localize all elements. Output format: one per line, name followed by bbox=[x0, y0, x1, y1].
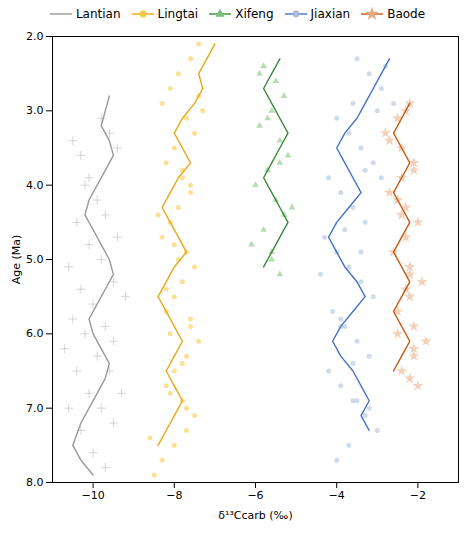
svg-text:−8: −8 bbox=[166, 489, 182, 502]
svg-text:5.0: 5.0 bbox=[26, 253, 44, 266]
svg-text:4.0: 4.0 bbox=[26, 179, 44, 192]
html-text:Baode: Baode bbox=[387, 7, 426, 21]
svg-text:7.0: 7.0 bbox=[26, 402, 44, 415]
svg-text:2.0: 2.0 bbox=[26, 30, 44, 43]
html-text:Lingtai: Lingtai bbox=[157, 7, 199, 21]
svg-text:Age (Ma): Age (Ma) bbox=[10, 235, 23, 285]
html-text:Lantian: Lantian bbox=[75, 7, 121, 21]
svg-text:8.0: 8.0 bbox=[26, 476, 44, 489]
svg-text:6.0: 6.0 bbox=[26, 327, 44, 340]
svg-text:−6: −6 bbox=[247, 489, 263, 502]
svg-text:−4: −4 bbox=[329, 489, 345, 502]
html-text:Jiaxian: Jiaxian bbox=[310, 7, 351, 21]
svg-text:−2: −2 bbox=[410, 489, 426, 502]
svg-text:δ¹³Ccarb (‰): δ¹³Ccarb (‰) bbox=[218, 509, 292, 522]
html-text:Xifeng: Xifeng bbox=[235, 7, 274, 21]
svg-text:3.0: 3.0 bbox=[26, 104, 44, 117]
svg-text:−10: −10 bbox=[81, 489, 104, 502]
